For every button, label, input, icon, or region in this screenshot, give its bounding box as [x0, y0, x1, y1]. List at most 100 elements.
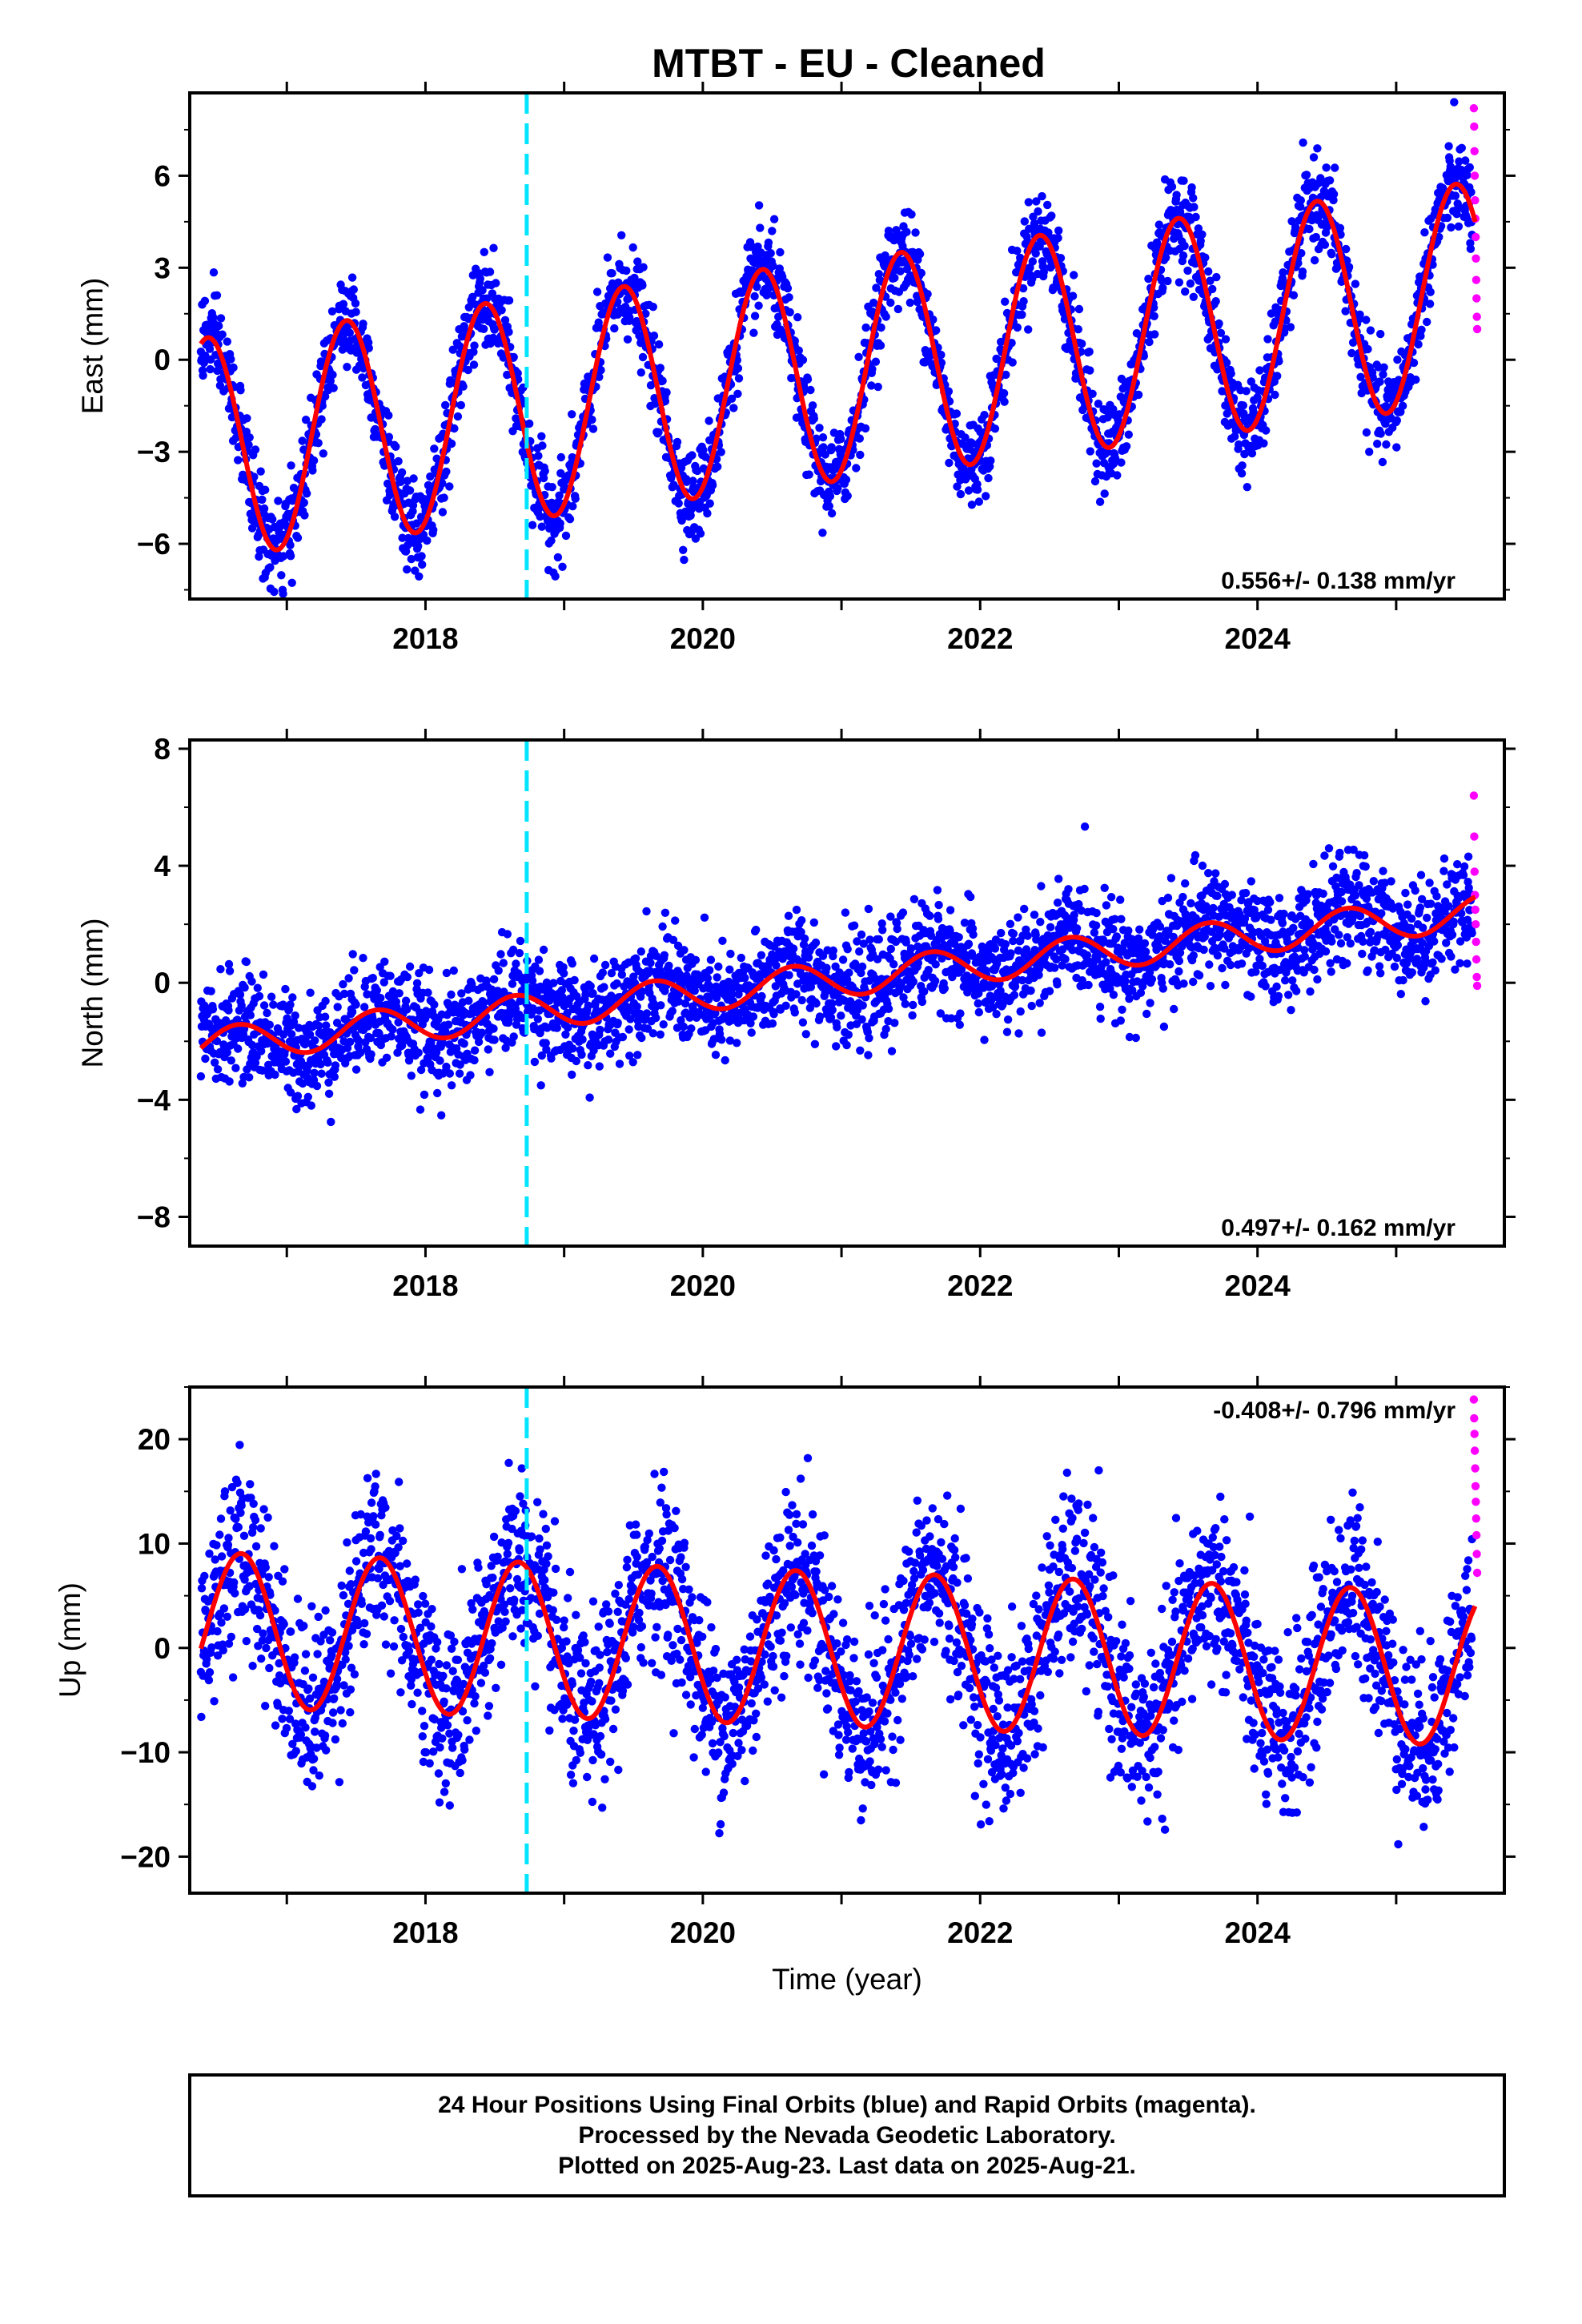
final-orbit-point: [636, 947, 645, 956]
final-orbit-point: [726, 949, 735, 959]
final-orbit-point: [906, 944, 916, 953]
final-orbit-point: [344, 974, 353, 983]
final-orbit-point: [484, 1045, 492, 1054]
final-orbit-point: [857, 1015, 866, 1024]
final-orbit-point: [1181, 287, 1190, 296]
final-orbit-point: [805, 1003, 814, 1012]
final-orbit-point: [708, 480, 717, 490]
final-orbit-point: [1020, 217, 1030, 226]
final-orbit-point: [209, 268, 219, 277]
rapid-orbit-point: [1469, 104, 1479, 113]
final-orbit-point: [331, 1061, 340, 1070]
final-orbit-point: [515, 949, 524, 958]
final-orbit-point: [1109, 925, 1118, 934]
final-orbit-point: [886, 944, 896, 954]
final-orbit-point: [1052, 955, 1061, 964]
final-orbit-point: [819, 443, 828, 452]
final-orbit-point: [259, 970, 268, 979]
final-orbit-point: [403, 972, 412, 982]
final-orbit-point: [1183, 266, 1192, 275]
final-orbit-point: [717, 448, 725, 456]
final-orbit-point: [490, 325, 499, 334]
final-orbit-point: [293, 533, 303, 542]
final-orbit-point: [1336, 230, 1345, 239]
final-orbit-point: [950, 939, 959, 948]
final-orbit-point: [371, 424, 379, 434]
final-orbit-point: [535, 967, 544, 975]
final-orbit-point: [1056, 254, 1066, 263]
final-orbit-point: [1096, 1014, 1105, 1023]
final-orbit-point: [256, 467, 265, 476]
rapid-orbit-point: [1472, 294, 1481, 303]
final-orbit-point: [482, 976, 491, 985]
final-orbit-point: [548, 483, 556, 492]
final-orbit-point: [311, 1036, 319, 1045]
final-orbit-point: [757, 951, 766, 960]
final-orbit-point: [812, 434, 821, 443]
final-orbit-point: [512, 959, 520, 968]
final-orbit-point: [769, 261, 777, 271]
final-orbit-point: [877, 919, 886, 928]
final-orbit-point: [459, 382, 468, 391]
final-orbit-point: [984, 473, 993, 483]
final-orbit-point: [293, 1092, 303, 1100]
final-orbit-point: [660, 951, 669, 960]
final-orbit-point: [350, 966, 359, 975]
final-orbit-point: [306, 988, 315, 997]
final-orbit-point: [1070, 911, 1078, 919]
final-orbit-point: [798, 1018, 808, 1027]
final-orbit-point: [1095, 497, 1105, 506]
final-orbit-point: [798, 356, 808, 364]
east-plot-layer: [196, 93, 1482, 599]
final-orbit-point: [1255, 366, 1264, 375]
final-orbit-point: [855, 434, 865, 443]
final-orbit-point: [917, 268, 926, 278]
final-orbit-point: [1002, 1027, 1012, 1036]
final-orbit-point: [857, 962, 867, 971]
final-orbit-point: [725, 965, 734, 974]
final-orbit-point: [438, 508, 448, 517]
final-orbit-point: [1038, 191, 1046, 201]
final-orbit-point: [558, 562, 567, 571]
final-orbit-point: [610, 324, 619, 333]
final-orbit-point: [711, 1051, 721, 1059]
final-orbit-point: [455, 1069, 464, 1078]
final-orbit-point: [1068, 292, 1078, 300]
final-orbit-point: [936, 1009, 946, 1018]
final-orbit-point: [1001, 297, 1010, 306]
final-orbit-point: [380, 957, 389, 967]
final-orbit-point: [470, 1055, 479, 1065]
final-orbit-point: [1100, 489, 1109, 498]
x-tick-label: 2018: [392, 622, 458, 655]
final-orbit-point: [766, 249, 775, 258]
final-orbit-point: [638, 281, 647, 290]
final-orbit-point: [432, 454, 441, 463]
final-orbit-point: [240, 983, 249, 992]
final-orbit-point: [687, 505, 696, 514]
final-orbit-point: [199, 358, 208, 368]
final-orbit-point: [648, 1029, 657, 1038]
rapid-orbit-point: [1472, 232, 1480, 242]
final-orbit-point: [320, 392, 330, 401]
final-orbit-point: [464, 996, 473, 1005]
final-orbit-point: [1409, 358, 1419, 368]
final-orbit-point: [893, 924, 901, 934]
final-orbit-point: [578, 1035, 587, 1044]
final-orbit-point: [705, 982, 714, 991]
final-orbit-point: [996, 987, 1005, 995]
final-orbit-point: [829, 946, 838, 955]
final-orbit-point: [1045, 987, 1054, 995]
final-orbit-point: [1305, 224, 1314, 234]
final-orbit-point: [319, 449, 327, 458]
final-orbit-point: [568, 502, 577, 511]
final-orbit-point: [789, 944, 798, 953]
final-orbit-point: [1196, 236, 1205, 246]
final-orbit-point: [705, 966, 714, 975]
final-orbit-point: [1013, 247, 1022, 255]
final-orbit-point: [476, 274, 484, 283]
final-orbit-point: [750, 292, 759, 301]
final-orbit-point: [1287, 217, 1296, 226]
final-orbit-point: [1465, 163, 1475, 172]
final-orbit-point: [776, 247, 785, 257]
final-orbit-point: [604, 1035, 613, 1044]
